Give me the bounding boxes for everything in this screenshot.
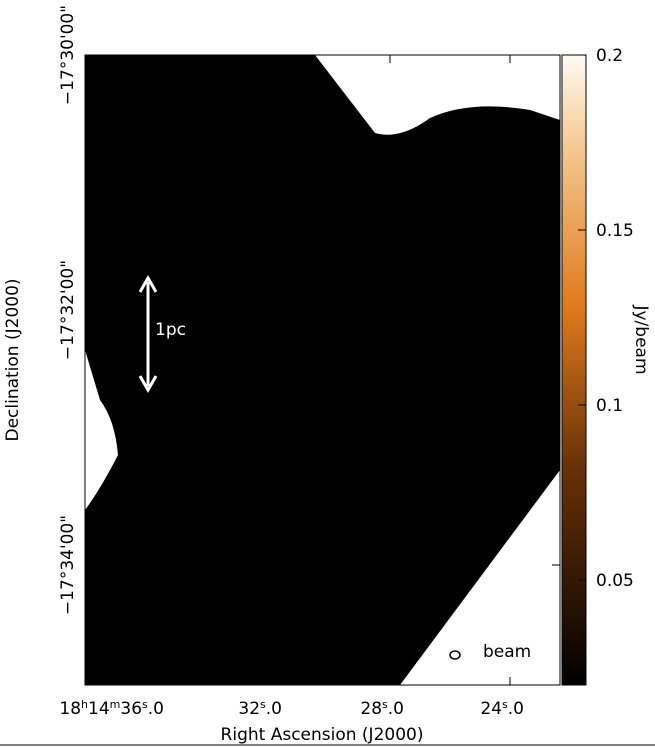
scale-arrow xyxy=(138,274,158,394)
y-tick-label: −17°34'00" xyxy=(58,515,78,615)
colorbar-tick-label: 0.15 xyxy=(596,221,634,241)
y-axis-label: Declination (J2000) xyxy=(3,278,23,441)
x-axis-label: Right Ascension (J2000) xyxy=(221,725,424,745)
y-tick-label: −17°32'00" xyxy=(58,260,78,360)
emission-map xyxy=(85,55,560,685)
colorbar-tick-label: 0.05 xyxy=(596,571,634,591)
colorbar xyxy=(561,54,587,686)
beam-ellipse xyxy=(449,650,461,660)
colorbar-tick-label: 0.2 xyxy=(596,46,623,66)
image-map xyxy=(84,54,561,686)
x-tick-label: 18h14m36s.0 xyxy=(59,698,164,720)
x-tick-label: 28s.0 xyxy=(360,698,404,720)
colorbar-tick-label: 0.1 xyxy=(596,396,623,416)
colorbar-label: Jy/beam xyxy=(631,304,651,374)
x-tick-label: 24s.0 xyxy=(480,698,524,720)
plot-frame xyxy=(84,54,561,686)
y-tick-label: −17°30'00" xyxy=(58,5,78,105)
beam-label: beam xyxy=(483,642,531,662)
x-tick-label: 32s.0 xyxy=(238,698,282,720)
scale-label: 1pc xyxy=(155,320,186,340)
